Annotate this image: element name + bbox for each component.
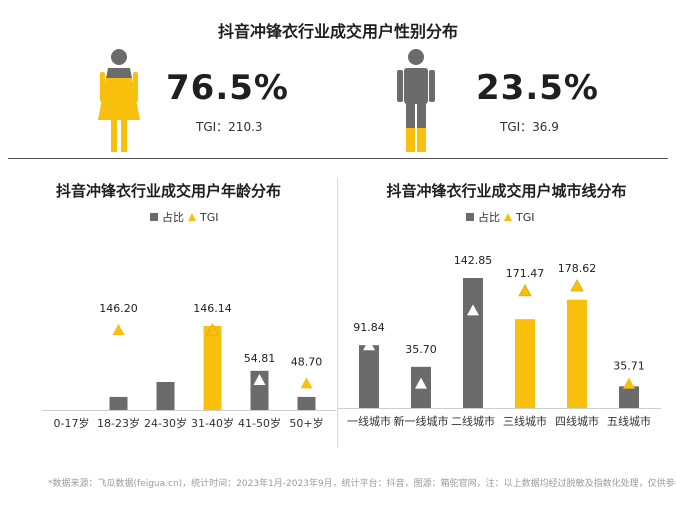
- section-divider: [8, 158, 668, 159]
- tick-label-3: 二线城市: [451, 414, 495, 428]
- tick-label-2: 18-23岁: [97, 416, 140, 430]
- city-bar-chart: 一线城市 91.84 新一线城市 35.70 二线城市 142.85 三线城市 171.47 四…: [337, 254, 661, 428]
- age-chart-legend: 占比 TGI: [150, 209, 219, 225]
- tick-label-6: 五线城市: [607, 414, 651, 428]
- legend-tgi-label: TGI: [516, 210, 535, 224]
- tgi-marker-3: [467, 304, 479, 316]
- tgi-marker-2: [415, 377, 427, 389]
- bar-1: [359, 345, 379, 408]
- tgi-label-4: 146.14: [193, 302, 232, 315]
- chart-divider: [337, 178, 338, 448]
- tick-label-5: 41-50岁: [238, 416, 281, 430]
- footer-note: *数据来源：飞瓜数据(feigua.cn)，统计时间：2023年1月-2023年…: [48, 479, 676, 489]
- tgi-label-6: 48.70: [291, 355, 323, 368]
- tick-label-6: 50+岁: [289, 416, 323, 430]
- male-figure-icon: [397, 49, 435, 152]
- female-tgi: TGI：210.3: [196, 120, 263, 134]
- bar-5: [567, 299, 587, 408]
- tgi-label-3: 142.85: [454, 254, 493, 267]
- tgi-marker-4: [205, 323, 220, 336]
- male-tgi: TGI：36.9: [500, 120, 559, 134]
- legend-bar-swatch: [466, 213, 474, 221]
- page-title: 抖音冲锋衣行业成交用户性别分布: [217, 22, 458, 41]
- tick-label-1: 一线城市: [347, 414, 391, 428]
- tick-label-4: 三线城市: [503, 414, 547, 428]
- tgi-label-4: 171.47: [506, 267, 545, 280]
- tick-label-2: 新一线城市: [394, 414, 449, 428]
- bar-5: [250, 370, 269, 410]
- bar-3: [463, 278, 483, 408]
- tgi-marker-5: [253, 374, 266, 386]
- tgi-label-2: 146.20: [99, 302, 138, 315]
- male-percent: 23.5%: [476, 68, 599, 108]
- legend-bar-swatch: [150, 213, 158, 221]
- bar-6: [297, 396, 316, 410]
- tick-label-4: 31-40岁: [191, 416, 234, 430]
- tgi-marker-2: [112, 324, 125, 335]
- city-chart-legend: 占比 TGI: [466, 209, 535, 225]
- bar-4: [515, 319, 535, 408]
- legend-tgi-marker: [188, 213, 196, 221]
- legend-tgi-marker: [504, 213, 512, 221]
- legend-bar-label: 占比: [478, 211, 500, 224]
- female-percent: 76.5%: [166, 68, 289, 108]
- bar-4: [203, 326, 222, 410]
- tgi-label-1: 91.84: [353, 321, 385, 334]
- tgi-marker-6: [300, 377, 313, 389]
- tick-label-3: 24-30岁: [144, 416, 187, 430]
- bar-2: [109, 396, 128, 410]
- tgi-label-5: 54.81: [244, 352, 276, 365]
- female-figure-icon: [98, 49, 140, 152]
- tgi-marker-1: [363, 339, 375, 351]
- tgi-label-6: 35.71: [613, 360, 645, 373]
- tgi-marker-6: [623, 377, 635, 389]
- tgi-label-2: 35.70: [405, 343, 437, 356]
- city-chart-title: 抖音冲锋衣行业成交用户城市线分布: [386, 182, 627, 200]
- tick-label-1: 0-17岁: [54, 416, 90, 430]
- legend-tgi-label: TGI: [200, 210, 219, 224]
- bar-3: [156, 382, 175, 410]
- age-bar-chart: 0-17岁 18-23岁 146.20 24-30岁 31-40岁 146.14 41-50…: [42, 302, 336, 430]
- tgi-marker-4: [518, 284, 532, 297]
- tgi-marker-5: [570, 279, 584, 292]
- tick-label-5: 四线城市: [555, 414, 599, 428]
- bar-6: [619, 386, 639, 408]
- legend-bar-label: 占比: [162, 211, 184, 224]
- age-chart-title: 抖音冲锋衣行业成交用户年龄分布: [55, 182, 281, 200]
- tgi-label-5: 178.62: [558, 262, 597, 275]
